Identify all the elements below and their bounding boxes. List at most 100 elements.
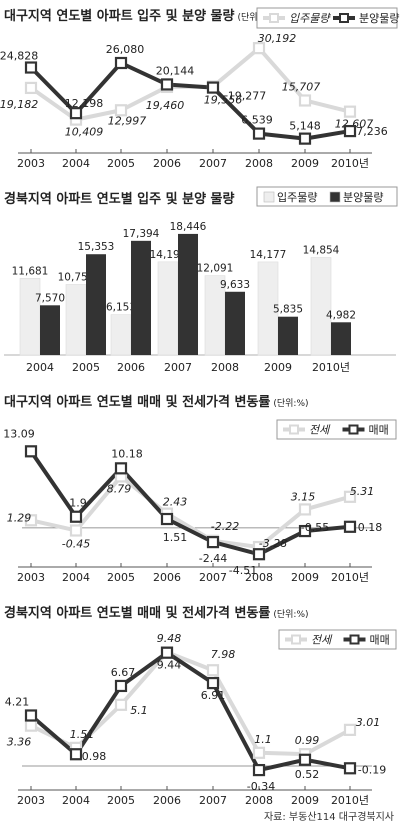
chart2-x-tick-label-1: 2004: [62, 571, 90, 584]
chart0-x-tick-label-7: 2010년: [331, 157, 369, 170]
chart2-series-1-label-2: 10.18: [111, 447, 143, 460]
chart2-series-0-label-0: 1.29: [7, 511, 32, 524]
chart2-x-tick-label-7: 2010년: [331, 571, 369, 584]
chart3-series-1-line: [29, 650, 351, 773]
chart0-series-1-point-0: [24, 61, 38, 74]
chart1-x-tick-label-0: 2004: [26, 361, 54, 374]
chart1-series-0-bar-2: [110, 314, 132, 356]
chart0-series-0-label-2: 12,997: [108, 114, 147, 127]
chart1-x-tick-label-5: 2009: [264, 361, 292, 374]
chart3-series-1-point-0: [24, 709, 38, 722]
chart3-series-0-point-4: [206, 664, 220, 677]
chart3-x-tick-label-4: 2007: [199, 794, 227, 807]
chart3-series-0-point-0: [24, 719, 38, 732]
chart1-series-1-label-1: 15,353: [78, 241, 115, 253]
chart0-series-1-label-1: 12,198: [65, 97, 104, 110]
chart0-series-1-label-3: 20,144: [156, 64, 195, 77]
chart2-x-tick-label-0: 2003: [17, 571, 45, 584]
chart3-series-0-point-2: [114, 698, 128, 711]
chart2-x-tick-label-5: 2008: [245, 571, 273, 584]
chart0-series-1-label-6: 5,148: [289, 120, 321, 133]
chart0-x-tick-label-5: 2008: [245, 157, 273, 170]
chart2-series-1-point-1: [69, 510, 83, 523]
chart3-x-tick-label-5: 2008: [245, 794, 273, 807]
chart3-series-1-point-4: [206, 676, 220, 690]
chart3-legend-label-0: 전세: [311, 634, 333, 647]
chart2-legend-marker-1: [348, 424, 359, 435]
chart0-series-1-label-7: 7,236: [356, 125, 388, 138]
chart1-series-1-label-6: 4,982: [326, 309, 356, 321]
chart3-series-1-point-7: [343, 762, 357, 775]
chart0-series-0-point-0: [24, 81, 38, 95]
chart3-series-0-label-3: 9.48: [157, 632, 182, 645]
chart3-series-1-label-7: -0.19: [358, 763, 386, 776]
chart2-series-1-label-5: -4.51: [229, 564, 257, 577]
chart2-series-0-label-7: 5.31: [350, 485, 375, 498]
chart-gyeongbuk-price-change: 경북지역 아파트 연도별 매매 및 전세가격 변동률 (단위:%)전세 매매 2003…: [4, 605, 397, 807]
chart2-series-0-label-3: 2.43: [163, 496, 188, 509]
chart2-series-0-point-7: [343, 490, 357, 503]
chart1-series-0-label-4: 12,091: [197, 263, 234, 275]
chart0-series-1-point-6: [298, 132, 312, 145]
chart1-legend-label-0: 입주물량: [277, 191, 317, 204]
chart0-series-0-label-5: 30,192: [258, 32, 297, 45]
chart1-series-1-bar-5: [278, 316, 298, 355]
chart0-series-1-point-7: [343, 124, 357, 138]
chart2-series-0-point-6: [298, 503, 312, 516]
chart3-series-1-label-3: 9.44: [157, 659, 182, 672]
chart-daegu-price-change: 대구지역 아파트 연도별 매매 및 전세가격 변동률 (단위:%) 전세 매매 2003…: [3, 394, 397, 584]
chart1-x-tick-label-2: 2006: [117, 361, 145, 374]
chart3-legend-marker-0: [291, 634, 301, 645]
chart2-series-0-point-1: [69, 524, 83, 537]
chart3-title: 경북지역 아파트 연도별 매매 및 전세가격 변동률 (단위:%): [4, 605, 309, 621]
chart3-series-0-label-0: 3.36: [7, 736, 32, 749]
chart0-series-0-point-5: [252, 42, 266, 55]
chart3-series-1-label-5: -0.34: [247, 780, 275, 793]
chart0-series-0-point-2: [114, 104, 128, 117]
chart3-series-0-point-7: [343, 723, 357, 736]
chart1-legend-box: [256, 186, 398, 207]
chart2-series-1-label-1: 1.9: [69, 497, 87, 510]
chart2-title: 대구지역 아파트 연도별 매매 및 전세가격 변동률 (단위:%): [4, 394, 309, 410]
chart1-series-1-label-0: 7,570: [35, 292, 65, 304]
chart0-series-1-point-5: [252, 127, 266, 140]
chart0-series-0-label-0: 19,182: [0, 98, 38, 111]
chart2-series-1-point-6: [298, 524, 312, 538]
chart3-series-0-label-2: 5.1: [130, 704, 148, 717]
chart3-x-tick-label-0: 2003: [17, 794, 45, 807]
chart1-series-0-label-6: 14,854: [303, 244, 340, 256]
chart0-series-1-point-4: [206, 81, 220, 94]
chart2-legend-label-0: 전세: [309, 424, 331, 437]
chart1-series-0-label-5: 14,177: [250, 249, 287, 261]
chart3-series-1-label-2: 6.67: [111, 666, 136, 679]
chart1-series-1-bar-6: [331, 322, 351, 355]
chart2-series-1-point-3: [160, 512, 174, 526]
chart1-series-0-bar-3: [157, 261, 179, 356]
chart2-series-1-point-2: [114, 462, 128, 475]
chart0-series-1-point-1: [69, 107, 83, 120]
chart3-series-1-point-1: [69, 748, 83, 761]
chart3-series-1-label-0: 4.21: [5, 695, 30, 708]
chart1-x-tick-label-4: 2008: [211, 361, 239, 374]
chart1-series-0-bar-5: [257, 261, 279, 356]
chart3-x-tick-label-6: 2009: [291, 794, 319, 807]
chart3-series-1-point-5: [252, 763, 266, 777]
chart1-x-tick-label-1: 2005: [72, 361, 100, 374]
chart2-legend-label-1: 매매: [369, 424, 389, 437]
chart3-x-tick-label-1: 2004: [62, 794, 90, 807]
chart3-series-1-point-2: [114, 679, 128, 693]
chart1-legend-swatch-0: [263, 191, 275, 203]
chart1-series-0-bar-0: [19, 278, 41, 356]
chart3-series-0-point-5: [252, 746, 266, 759]
chart1-legend-swatch-1: [329, 191, 341, 203]
chart1-series-0-label-3: 14,191: [150, 249, 187, 261]
chart3-legend-marker-1: [349, 634, 360, 645]
chart3-series-0-label-6: 0.99: [295, 734, 320, 747]
chart0-series-1-line: [29, 61, 351, 141]
chart1-series-1-bar-0: [40, 305, 60, 355]
chart1-x-tick-label-3: 2007: [164, 361, 192, 374]
chart1-series-0-label-1: 10,750: [58, 271, 95, 283]
chart-daegu-supply: 대구지역 연도별 아파트 입주 및 분양 물량(단위:가구) 입주물량 분양물량 20…: [0, 7, 399, 170]
chart2-series-0-label-4: -2.22: [211, 520, 239, 533]
chart0-series-0-label-6: 15,707: [282, 80, 321, 93]
